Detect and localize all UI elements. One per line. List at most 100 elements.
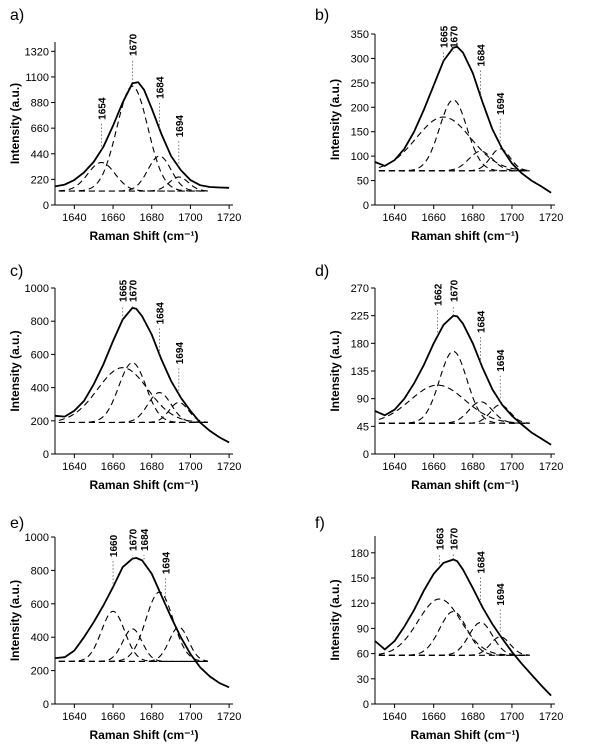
y-tick-label: 800	[31, 565, 49, 577]
component-peak-1670	[378, 611, 530, 656]
x-tick-label: 1660	[101, 212, 125, 224]
x-tick-label: 1660	[101, 711, 125, 723]
x-tick-label: 1680	[139, 461, 163, 473]
x-tick-label: 1640	[62, 461, 86, 473]
x-tick-label: 1720	[539, 461, 563, 473]
y-tick-label: 350	[351, 29, 369, 41]
panel-label: b)	[315, 7, 329, 24]
y-tick-label: 880	[31, 98, 49, 110]
component-peak-1684	[378, 401, 530, 424]
y-tick-label: 150	[351, 127, 369, 139]
x-axis-title: Raman Shift (cm⁻¹)	[89, 478, 198, 492]
y-tick-label: 0	[363, 699, 369, 711]
x-tick-label: 1720	[217, 711, 241, 723]
x-tick-label: 1680	[461, 461, 485, 473]
y-tick-label: 800	[31, 316, 49, 328]
y-tick-label: 270	[351, 283, 369, 295]
y-tick-label: 0	[43, 449, 49, 461]
peak-label: 1694	[496, 349, 507, 372]
peak-label: 1694	[496, 92, 507, 115]
y-tick-label: 30	[357, 674, 369, 686]
component-peak-1694	[58, 401, 208, 424]
y-tick-label: 150	[351, 573, 369, 585]
component-peak-1665	[58, 367, 208, 423]
y-tick-label: 225	[351, 311, 369, 323]
peak-label: 1665	[119, 279, 130, 302]
y-axis-title: Intensity (a.u.)	[328, 79, 342, 160]
y-tick-label: 400	[31, 383, 49, 395]
peak-label: 1684	[155, 76, 166, 99]
x-tick-label: 1640	[62, 212, 86, 224]
y-tick-label: 180	[351, 338, 369, 350]
peak-label: 1670	[449, 279, 460, 302]
y-axis-title: Intensity (a.u.)	[8, 330, 22, 411]
x-tick-label: 1660	[101, 461, 125, 473]
y-axis-title: Intensity (a.u.)	[8, 83, 22, 164]
x-tick-label: 1720	[217, 212, 241, 224]
plot-area	[375, 314, 552, 446]
peak-label: 1670	[128, 528, 139, 551]
plot-area	[55, 81, 230, 192]
panel-label: a)	[10, 7, 24, 24]
y-tick-label: 180	[351, 548, 369, 560]
component-peak-1654	[58, 161, 208, 192]
peak-label: 1670	[128, 279, 139, 302]
x-axis-title: Raman Shift (cm⁻¹)	[89, 728, 198, 742]
x-tick-label: 1640	[62, 711, 86, 723]
peak-label: 1654	[97, 97, 108, 120]
panel-label: f)	[315, 515, 325, 532]
plot-area	[375, 45, 552, 194]
x-tick-label: 1720	[217, 461, 241, 473]
y-tick-label: 1100	[25, 72, 49, 84]
x-tick-label: 1720	[539, 212, 563, 224]
panel-label: d)	[315, 263, 329, 280]
component-peak-1684	[58, 392, 208, 424]
y-tick-label: 90	[357, 623, 369, 635]
panel-d: d) 0 45 90 135 180 225 270 1640 1660 1680 1700 1720 R…	[315, 263, 563, 492]
fitted-curve	[55, 556, 230, 689]
peak-label: 1684	[477, 310, 488, 333]
fitted-curve	[375, 558, 552, 697]
fitted-curve	[55, 306, 230, 444]
peak-label: 1694	[161, 551, 172, 574]
peak-label: 1662	[434, 283, 445, 306]
component-peak-1665	[378, 116, 530, 171]
y-tick-label: 200	[31, 416, 49, 428]
x-tick-label: 1640	[382, 711, 406, 723]
panel-f: f) 0 30 60 90 120 150 180 1640 1660 1680 1700 1720 Ra…	[315, 515, 563, 742]
x-tick-label: 1680	[461, 711, 485, 723]
x-axis-title: Raman shift (cm⁻¹)	[411, 478, 519, 492]
peak-label: 1665	[439, 25, 450, 48]
panel-c: c) 0 200 400 600 800 1000 1640 1660 1680 1700 1720 R…	[8, 263, 241, 492]
x-tick-label: 1640	[382, 212, 406, 224]
y-tick-label: 0	[363, 200, 369, 212]
x-tick-label: 1660	[421, 212, 445, 224]
component-peak-1694	[58, 626, 208, 662]
component-peak-1663	[378, 598, 530, 656]
x-tick-label: 1660	[421, 711, 445, 723]
x-tick-label: 1640	[382, 461, 406, 473]
peak-label: 1694	[175, 115, 186, 138]
y-tick-label: 1000	[25, 283, 49, 295]
component-peak-1684	[378, 150, 530, 172]
panel-b: b) 0 50 100 150 200 250 300 350 1640 1660 1680 1700 1…	[315, 7, 563, 243]
peak-label: 1694	[496, 583, 507, 606]
component-peak-1670	[58, 362, 208, 424]
peak-label: 1694	[175, 342, 186, 365]
peak-label: 1670	[128, 33, 139, 56]
plot-area	[55, 556, 230, 689]
component-peak-1660	[58, 610, 208, 662]
y-tick-label: 660	[31, 123, 49, 135]
y-axis-title: Intensity (a.u.)	[328, 579, 342, 660]
x-tick-label: 1720	[539, 711, 563, 723]
y-tick-label: 0	[43, 699, 49, 711]
component-peak-1694	[58, 176, 208, 192]
panel-label: e)	[10, 515, 24, 532]
y-tick-label: 200	[351, 102, 369, 114]
x-tick-label: 1680	[139, 711, 163, 723]
y-tick-label: 1320	[25, 46, 49, 58]
x-tick-label: 1680	[139, 212, 163, 224]
y-tick-label: 90	[357, 394, 369, 406]
component-peak-1684	[58, 591, 208, 662]
